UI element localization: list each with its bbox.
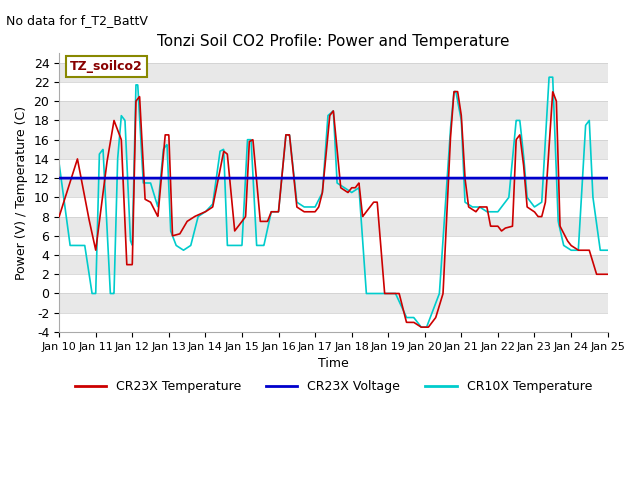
Bar	[59, 101, 607, 120]
Bar	[59, 313, 607, 332]
X-axis label: Time: Time	[318, 357, 349, 370]
Bar	[59, 120, 607, 140]
Title: Tonzi Soil CO2 Profile: Power and Temperature: Tonzi Soil CO2 Profile: Power and Temper…	[157, 34, 509, 49]
Text: TZ_soilco2: TZ_soilco2	[70, 60, 143, 73]
Bar	[59, 236, 607, 255]
Y-axis label: Power (V) / Temperature (C): Power (V) / Temperature (C)	[15, 106, 28, 280]
Bar	[59, 82, 607, 101]
Legend: CR23X Temperature, CR23X Voltage, CR10X Temperature: CR23X Temperature, CR23X Voltage, CR10X …	[70, 375, 597, 398]
Bar	[59, 255, 607, 274]
Bar	[59, 63, 607, 82]
Bar	[59, 178, 607, 197]
Text: No data for f_T2_BattV: No data for f_T2_BattV	[6, 14, 148, 27]
Bar	[59, 197, 607, 216]
Bar	[59, 274, 607, 293]
Bar	[59, 216, 607, 236]
Bar	[59, 140, 607, 159]
Bar	[59, 293, 607, 313]
Bar	[59, 159, 607, 178]
